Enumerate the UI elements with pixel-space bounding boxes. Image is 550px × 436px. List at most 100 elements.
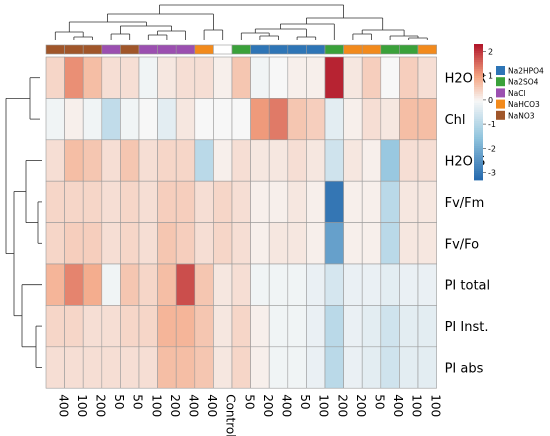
colorbar-step: [474, 132, 483, 136]
heatmap-cell: [120, 180, 140, 223]
heatmap-cell: [268, 222, 289, 265]
row-label: PI total: [445, 279, 491, 294]
column-label: 400: [280, 394, 294, 417]
annotation-swatch: [45, 44, 65, 55]
column-label: 400: [187, 394, 201, 417]
annotation-swatch: [213, 44, 233, 55]
heatmap-cell: [343, 56, 363, 99]
heatmap-cell: [120, 222, 140, 265]
colorbar-step: [474, 44, 483, 47]
heatmap-cell: [194, 56, 214, 99]
heatmap-cell: [324, 98, 344, 141]
colorbar-step: [474, 53, 483, 56]
colorbar-step: [474, 125, 483, 129]
colorbar-step: [474, 64, 483, 68]
heatmap-cell: [250, 180, 270, 223]
column-labels: 400 100 200 50 50 100 200 400 400 Control 50 200 400…: [56, 394, 442, 436]
row-label: Fv/Fo: [445, 237, 480, 252]
colorbar-step: [474, 87, 483, 90]
heatmap-cell: [287, 56, 307, 99]
colorbar-tick-label: -2: [488, 144, 496, 153]
heatmap-cell: [268, 56, 289, 99]
heatmap-cell: [138, 180, 158, 223]
legend-swatch: [496, 110, 505, 120]
heatmap-cell: [82, 346, 103, 389]
heatmap-cell: [231, 139, 251, 182]
heatmap-cell: [213, 263, 233, 306]
heatmap-cell: [45, 180, 65, 223]
heatmap-cell: [101, 139, 121, 182]
colorbar-step: [474, 136, 483, 140]
heatmap-cell: [417, 346, 437, 389]
colorbar-step: [474, 102, 483, 106]
heatmap-cell: [175, 180, 196, 223]
legend-swatch: [496, 66, 505, 75]
heatmap-cell: [175, 98, 196, 141]
heatmap-cell: [101, 56, 121, 99]
heatmap-cell: [194, 263, 214, 306]
annotation-swatch: [268, 44, 289, 55]
heatmap-cell: [45, 346, 65, 389]
colorbar-step: [474, 109, 483, 113]
annotation-swatch: [64, 44, 84, 55]
colorbar-step: [474, 57, 483, 61]
colorbar-tick-label: 2: [488, 47, 493, 56]
group-legend: Na2HPO4 Na2SO4 NaCl NaHCO3 NaNO3: [496, 66, 544, 120]
heatmap-cell: [157, 98, 177, 141]
row-label: PI abs: [445, 362, 484, 377]
heatmap-cell: [231, 305, 251, 348]
annotation-swatch: [380, 44, 400, 55]
colorbar-step: [474, 66, 483, 70]
legend-swatch: [496, 77, 505, 87]
heatmap-cell: [306, 180, 326, 223]
heatmap-cell: [138, 346, 158, 389]
heatmap-cell: [324, 139, 344, 182]
heatmap-cell: [399, 139, 419, 182]
color-scale-legend: 2 1 0 -1 -2 -3: [474, 44, 496, 181]
column-dendrogram: [54, 4, 428, 40]
heatmap-cell: [361, 263, 382, 306]
colorbar-step: [474, 50, 483, 54]
colorbar-step: [474, 96, 483, 99]
colorbar-step: [474, 105, 483, 108]
colorbar-step: [474, 68, 483, 72]
colorbar-step: [474, 157, 483, 160]
heatmap-cell: [101, 180, 121, 223]
colorbar-step: [474, 148, 483, 151]
colorbar-step: [474, 159, 483, 163]
heatmap-cell: [101, 346, 121, 389]
heatmap-cell: [45, 139, 65, 182]
colorbar-tick-label: 1: [488, 72, 493, 81]
colorbar-step: [474, 59, 483, 63]
heatmap-cell: [361, 222, 382, 265]
heatmap-cell: [361, 56, 382, 99]
column-label: 200: [94, 394, 108, 417]
heatmap-cell: [417, 139, 437, 182]
heatmap-cell: [250, 98, 270, 141]
heatmap-cell: [82, 98, 103, 141]
heatmap-cell: [380, 56, 400, 99]
heatmap-cell: [306, 139, 326, 182]
heatmap-cell: [324, 346, 344, 389]
colorbar-tick-label: -3: [488, 169, 496, 178]
heatmap-cell: [231, 98, 251, 141]
heatmap-cell: [101, 305, 121, 348]
heatmap-cell: [82, 263, 103, 306]
heatmap-cell: [324, 305, 344, 348]
heatmap-cell: [45, 98, 65, 141]
heatmap-cell: [82, 222, 103, 265]
heatmap-cell: [194, 139, 214, 182]
heatmap-cell: [250, 139, 270, 182]
heatmap-cell: [287, 222, 307, 265]
heatmap-cells: [45, 56, 437, 389]
heatmap-cell: [194, 180, 214, 223]
heatmap-cell: [231, 56, 251, 99]
heatmap-cell: [287, 263, 307, 306]
column-label: 50: [298, 394, 312, 409]
heatmap-cell: [417, 222, 437, 265]
heatmap-cell: [175, 263, 196, 306]
colorbar-step: [474, 177, 483, 181]
heatmap-cell: [45, 305, 65, 348]
heatmap-cell: [306, 56, 326, 99]
